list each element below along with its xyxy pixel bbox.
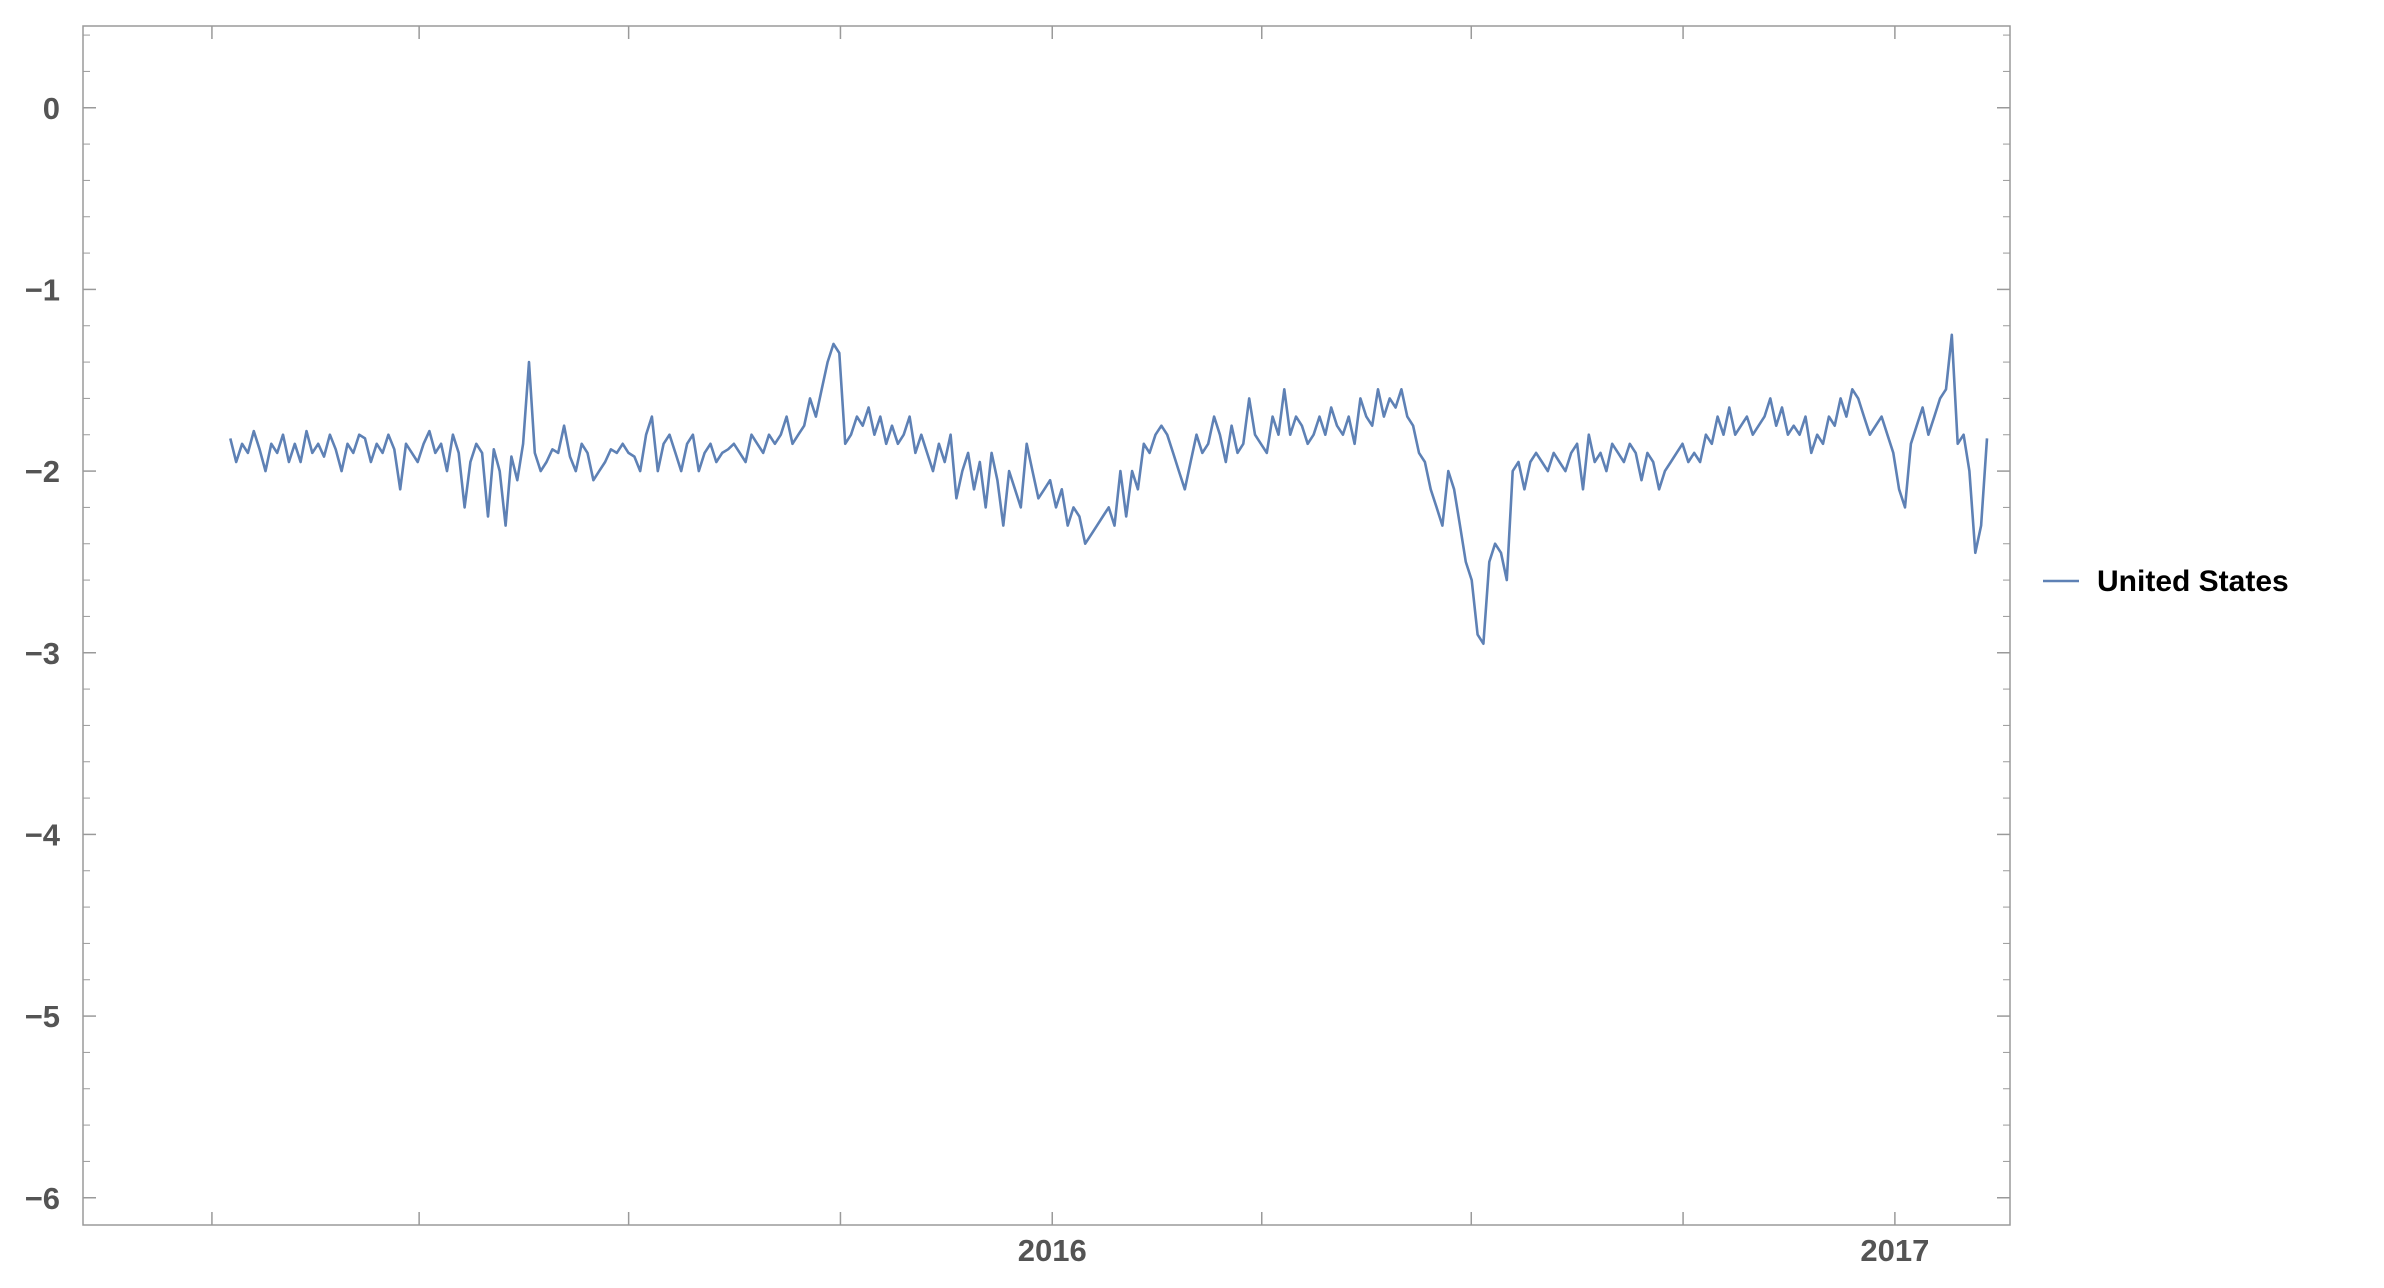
x-axis-ticks: 2016 2017 (211, 26, 1929, 1268)
series-lines (229, 333, 1989, 645)
y-tick-label: −5 (25, 999, 60, 1034)
y-tick-label: −1 (25, 272, 60, 307)
y-tick-label: −3 (25, 636, 60, 671)
y-tick-label: −6 (25, 1181, 60, 1216)
x-tick-label: 2016 (1018, 1233, 1087, 1268)
y-tick-label: −4 (25, 817, 61, 852)
legend: United States (2043, 565, 2289, 598)
y-axis-ticks: 0 −1 −2 −3 −4 −5 −6 (25, 34, 2010, 1216)
plot-border (82, 25, 2011, 1226)
x-tick-label: 2017 (1860, 1233, 1929, 1268)
legend-label-united-states: United States (2097, 565, 2289, 598)
series-line-united-states (229, 333, 1989, 645)
y-tick-label: −2 (25, 454, 60, 489)
y-tick-label: 0 (43, 91, 60, 126)
plot-frame (82, 25, 2011, 1226)
